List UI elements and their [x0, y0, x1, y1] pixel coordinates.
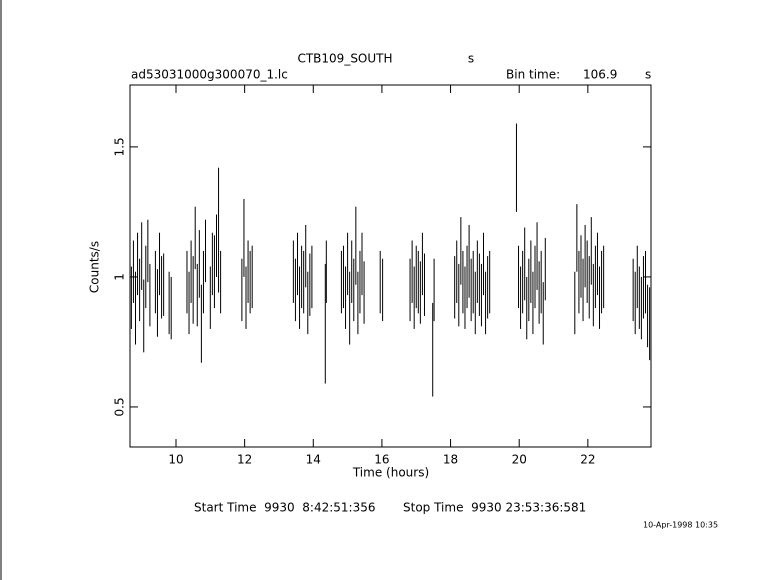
x-tick-label: 18 [443, 453, 458, 467]
x-axis-label: Time (hours) [352, 466, 429, 480]
start-time: Start Time 9930 8:42:51:356 [194, 501, 376, 515]
bin-time: 106.9 [583, 68, 617, 82]
stop-time: Stop Time 9930 23:53:36:581 [403, 501, 586, 515]
x-tick-label: 14 [306, 453, 321, 467]
title-unit: s [468, 52, 474, 66]
timestamp: 10-Apr-1998 10:35 [643, 521, 718, 530]
bin-time-label: Bin time: [506, 68, 560, 82]
plot-frame [129, 84, 652, 448]
x-tick-label: 16 [374, 453, 389, 467]
x-tick-label: 10 [168, 453, 183, 467]
y-tick-label: 1 [113, 273, 127, 281]
y-tick-label: 1.5 [113, 137, 127, 156]
x-tick-label: 12 [237, 453, 252, 467]
y-tick-label: 0.5 [113, 397, 127, 416]
file-name: ad53031000g300070_1.lc [131, 68, 288, 82]
chart-title: CTB109_SOUTH [297, 52, 392, 66]
y-axis-label: Counts/s [88, 241, 102, 293]
x-tick-label: 22 [580, 453, 595, 467]
bin-time-unit: s [645, 68, 651, 82]
x-tick-label: 20 [512, 453, 527, 467]
